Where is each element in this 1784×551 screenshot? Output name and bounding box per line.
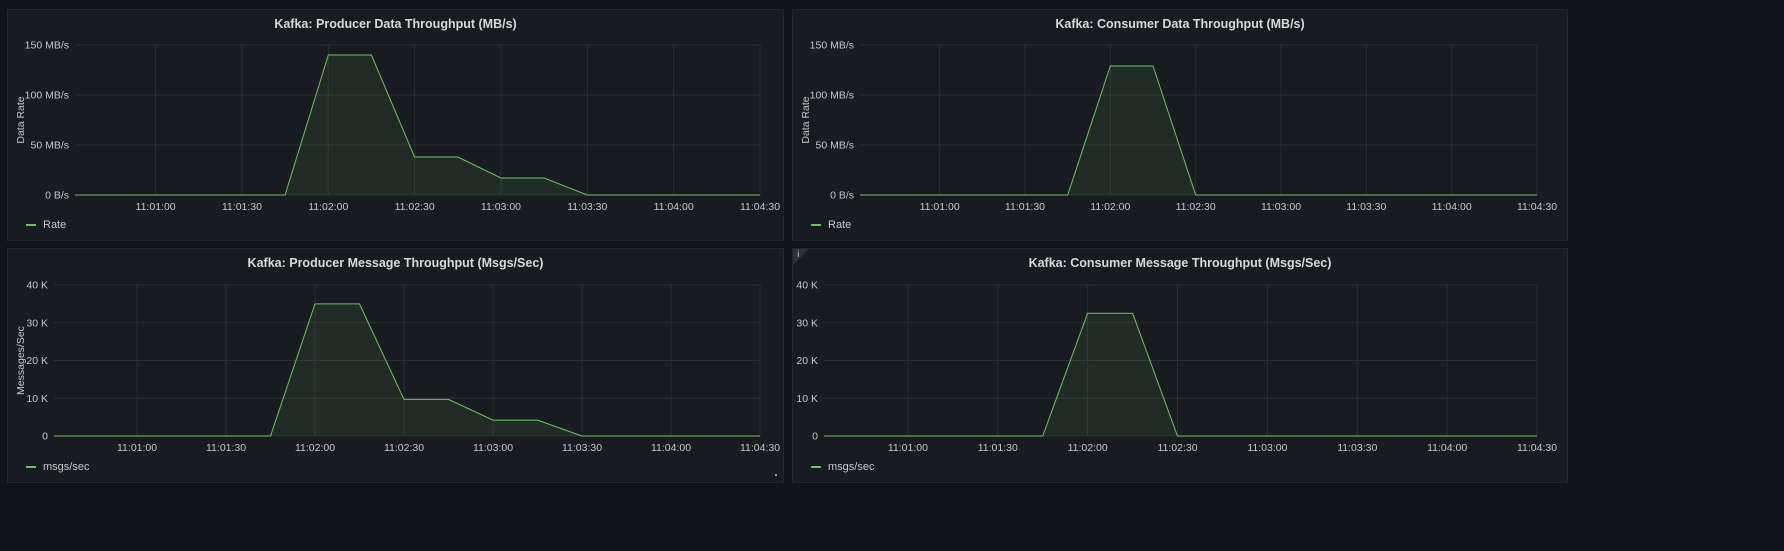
x-tick-label: 11:02:00 [1090,201,1130,213]
legend: msgs/sec [811,461,874,473]
x-tick-label: 11:01:00 [920,201,960,213]
y-tick-label: 0 [42,431,48,443]
legend-label[interactable]: msgs/sec [43,461,90,473]
y-tick-label: 0 B/s [830,190,854,202]
x-tick-label: 11:02:00 [1068,442,1108,454]
resize-handle[interactable] [775,474,777,476]
y-tick-label: 20 K [26,355,48,367]
producer-message-throughput-panel: Kafka: Producer Message Throughput (Msgs… [7,248,784,483]
panel-info-corner[interactable] [793,249,809,265]
y-tick-label: 0 [812,431,818,443]
panel-title[interactable]: Kafka: Producer Data Throughput (MB/s) [274,17,517,31]
consumer-data-throughput-panel: Kafka: Consumer Data Throughput (MB/s) 0… [792,9,1568,241]
consumer-message-throughput-panel: i Kafka: Consumer Message Throughput (Ms… [792,248,1568,483]
panel-title[interactable]: Kafka: Consumer Message Throughput (Msgs… [1028,256,1332,270]
series-area [75,55,760,195]
x-tick-label: 11:04:30 [1517,201,1557,213]
x-tick-label: 11:02:30 [384,442,424,454]
x-tick-label: 11:04:30 [740,201,780,213]
y-tick-label: 150 MB/s [810,40,854,52]
y-tick-label: 0 B/s [45,190,69,202]
y-tick-label: 50 MB/s [815,140,854,152]
x-tick-label: 11:03:00 [481,201,521,213]
series-line [54,303,760,437]
series-area [824,313,1537,436]
series-line [75,54,760,196]
legend-swatch [26,224,36,226]
x-tick-label: 11:01:30 [206,442,246,454]
x-tick-label: 11:02:00 [295,442,335,454]
producer-data-throughput-panel: Kafka: Producer Data Throughput (MB/s) 0… [7,9,784,241]
legend-swatch [811,224,821,226]
series-area [860,66,1537,195]
x-tick-label: 11:01:30 [978,442,1018,454]
legend-swatch [811,466,821,468]
legend: msgs/sec [26,461,89,473]
consumer-data-throughput-chart: 0 B/s 50 MB/s 100 MB/s 150 MB/s 11:01:00 11:0… [800,40,1557,214]
x-tick-label: 11:03:30 [567,201,607,213]
info-icon[interactable]: i [797,250,800,260]
x-tick-label: 11:03:30 [1346,201,1386,213]
y-tick-label: 40 K [796,280,818,292]
x-tick-label: 11:01:00 [888,442,928,454]
y-tick-label: 40 K [26,280,48,292]
x-tick-label: 11:02:00 [308,201,348,213]
y-tick-label: 50 MB/s [30,140,69,152]
x-tick-label: 11:02:30 [1157,442,1197,454]
x-tick-label: 11:03:30 [1337,442,1377,454]
x-tick-label: 11:02:30 [1176,201,1216,213]
x-tick-label: 11:04:30 [740,442,780,454]
series-line [860,65,1537,196]
legend-label[interactable]: msgs/sec [828,461,875,473]
x-tick-label: 11:04:00 [651,442,691,454]
series-area [54,303,760,436]
x-tick-label: 11:01:00 [136,201,176,213]
y-tick-label: 150 MB/s [25,40,69,52]
y-tick-label: 30 K [26,317,48,329]
y-axis-label: Messages/Sec [15,326,27,395]
y-tick-label: 10 K [796,393,818,405]
legend: Rate [811,219,851,231]
y-tick-label: 10 K [26,393,48,405]
x-tick-label: 11:04:00 [1432,201,1472,213]
y-tick-label: 20 K [796,355,818,367]
series-line [824,312,1537,437]
x-tick-label: 11:04:00 [654,201,694,213]
panel-title[interactable]: Kafka: Producer Message Throughput (Msgs… [247,256,544,270]
legend-swatch [26,466,36,468]
x-tick-label: 11:03:00 [473,442,513,454]
x-tick-label: 11:03:00 [1261,201,1301,213]
producer-message-throughput-chart: 0 10 K 20 K 30 K 40 K 11:01:00 11:01:30 11:02:0… [15,280,780,455]
x-tick-label: 11:04:30 [1517,442,1557,454]
x-tick-label: 11:01:00 [117,442,157,454]
y-tick-label: 100 MB/s [810,90,854,102]
producer-data-throughput-chart: 0 B/s 50 MB/s 100 MB/s 150 MB/s 11:01:00 11:0… [15,40,780,214]
y-tick-label: 100 MB/s [25,90,69,102]
x-tick-label: 11:02:30 [395,201,435,213]
legend-label[interactable]: Rate [43,219,67,231]
x-tick-label: 11:03:30 [562,442,602,454]
x-tick-label: 11:01:30 [1005,201,1045,213]
y-axis-label: Data Rate [800,96,812,143]
legend: Rate [26,219,66,231]
legend-label[interactable]: Rate [828,219,852,231]
panel-title[interactable]: Kafka: Consumer Data Throughput (MB/s) [1055,17,1305,31]
x-tick-label: 11:01:30 [222,201,262,213]
consumer-message-throughput-chart: 0 10 K 20 K 30 K 40 K 11:01:00 11:01:30 11:02:0… [796,280,1557,455]
y-axis-label: Data Rate [15,96,27,143]
x-tick-label: 11:04:00 [1427,442,1467,454]
y-tick-label: 30 K [796,317,818,329]
x-tick-label: 11:03:00 [1247,442,1287,454]
